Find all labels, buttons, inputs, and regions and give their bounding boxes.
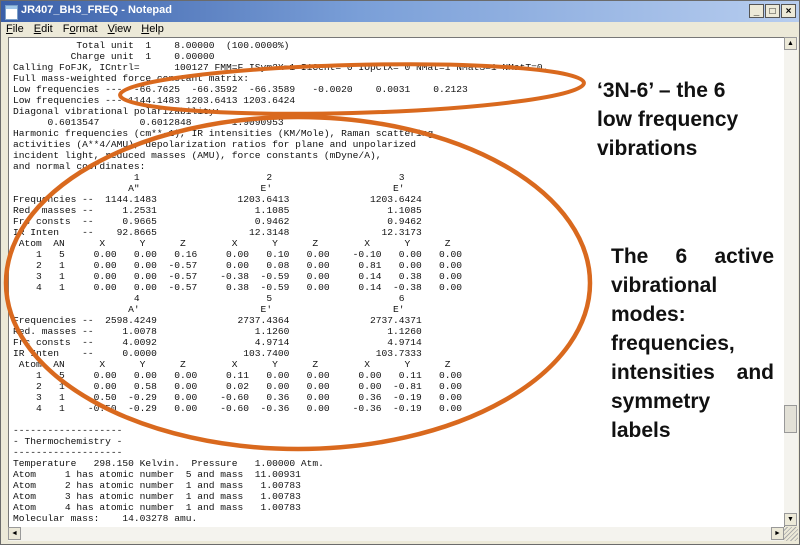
menu-format-pre: F	[62, 23, 70, 35]
menu-edit-label: dit	[41, 23, 53, 35]
callout-line: ‘3N-6’ – the 6	[597, 79, 726, 102]
text-line	[13, 414, 548, 425]
callout-low-frequency: ‘3N-6’ – the 6 low frequency vibrations	[597, 76, 738, 163]
callout-line: vibrations	[597, 137, 698, 160]
text-line: Atom AN X Y Z X Y Z X Y Z	[13, 359, 451, 370]
menu-help[interactable]: Help	[136, 22, 169, 38]
text-line: 2 1 0.00 0.58 0.00 0.02 0.00 0.00 0.00 -…	[13, 381, 463, 392]
text-line: 3 1 0.50 -0.29 0.00 -0.60 0.36 0.00 0.36…	[13, 392, 463, 403]
text-line: IR Inten -- 92.8665 12.3148 12.3173	[13, 227, 422, 238]
text-line: 4 5 6	[13, 293, 405, 304]
text-line: and normal coordinates:	[13, 161, 146, 172]
minimize-button[interactable]: _	[749, 4, 764, 18]
menu-bar: File Edit Format View Help	[1, 22, 799, 38]
menu-edit[interactable]: Edit	[29, 22, 58, 38]
menu-format-label: rmat	[75, 23, 98, 35]
text-line: -------------------	[13, 425, 123, 436]
title-bar[interactable]: JR407_BH3_FREQ - Notepad _ □ ×	[1, 1, 799, 22]
text-line: - Thermochemistry -	[13, 436, 123, 447]
text-line: 1 2 3	[13, 172, 405, 183]
text-line: 1 5 0.00 0.00 0.16 0.00 0.10 0.00 -0.10 …	[13, 249, 463, 260]
text-line: 4 1 -0.50 -0.29 0.00 -0.60 -0.36 0.00 -0…	[13, 403, 463, 414]
callout-line: labels	[611, 419, 671, 442]
menu-file[interactable]: File	[1, 22, 29, 38]
text-line: Atom 2 has atomic number 1 and mass 1.00…	[13, 480, 301, 491]
text-line: Temperature 298.150 Kelvin. Pressure 1.0…	[13, 458, 324, 469]
editor-text: Total unit 1 8.00000 (100.0000%) Charge …	[13, 40, 548, 524]
menu-help-label: elp	[149, 23, 164, 35]
text-line: 4 1 0.00 0.00 -0.57 0.38 -0.59 0.00 0.14…	[13, 282, 463, 293]
text-line: Frc consts -- 0.9665 0.9462 0.9462	[13, 216, 422, 227]
text-line: 2 1 0.00 0.00 -0.57 0.00 0.08 0.00 0.81 …	[13, 260, 463, 271]
text-line: Total unit 1 8.00000 (100.0000%)	[13, 40, 290, 51]
text-line: Harmonic frequencies (cm**-1), IR intens…	[13, 128, 434, 139]
callout-active-modes: The 6 active vibrational modes: frequenc…	[611, 242, 774, 445]
menu-file-key: F	[6, 23, 13, 35]
horizontal-scrollbar[interactable]: ◄ ►	[8, 527, 784, 541]
scroll-up-button[interactable]: ▲	[784, 37, 797, 50]
text-line: Atom 3 has atomic number 1 and mass 1.00…	[13, 491, 301, 502]
text-line: Frequencies -- 1144.1483 1203.6413 1203.…	[13, 194, 422, 205]
maximize-button[interactable]: □	[765, 4, 780, 18]
text-line: Red. masses -- 1.0078 1.1260 1.1260	[13, 326, 422, 337]
menu-file-label: ile	[12, 23, 24, 35]
scroll-thumb[interactable]	[784, 405, 797, 433]
text-line: Atom 4 has atomic number 1 and mass 1.00…	[13, 502, 301, 513]
text-line: 1 5 0.00 0.00 0.00 0.11 0.00 0.00 0.00 0…	[13, 370, 463, 381]
text-line: Full mass-weighted force constant matrix…	[13, 73, 250, 84]
text-line: IR Inten -- 0.0000 103.7400 103.7333	[13, 348, 422, 359]
text-line: 0.6013547 0.6012848 1.9090953	[13, 117, 284, 128]
text-line: Molecular mass: 14.03278 amu.	[13, 513, 198, 524]
notepad-icon	[5, 5, 18, 20]
menu-view-key: V	[107, 23, 115, 35]
text-line: -------------------	[13, 447, 123, 458]
text-line: Diagonal vibrational polarizability:	[13, 106, 221, 117]
callout-line: intensities and	[611, 361, 774, 384]
text-line: Frc consts -- 4.0092 4.9714 4.9714	[13, 337, 422, 348]
menu-view[interactable]: View	[103, 22, 137, 38]
text-line: A' E' E'	[13, 304, 405, 315]
text-line: Atom AN X Y Z X Y Z X Y Z	[13, 238, 451, 249]
scroll-right-button[interactable]: ►	[771, 527, 784, 540]
menu-format-key: o	[69, 23, 76, 35]
text-line: A" E' E'	[13, 183, 405, 194]
text-line: Calling FoFJK, ICntrl= 100127 FMM=F ISym…	[13, 62, 549, 73]
menu-view-label: iew	[114, 23, 132, 35]
window-title: JR407_BH3_FREQ - Notepad	[21, 4, 172, 16]
menu-format[interactable]: Format	[58, 22, 103, 38]
callout-line: symmetry	[611, 390, 711, 413]
menu-help-key: H	[141, 23, 150, 35]
close-button[interactable]: ×	[781, 4, 796, 18]
text-line: 3 1 0.00 0.00 -0.57 -0.38 -0.59 0.00 0.1…	[13, 271, 463, 282]
text-line: Charge unit 1 0.00000	[13, 51, 215, 62]
text-line: Frequencies -- 2598.4249 2737.4364 2737.…	[13, 315, 422, 326]
vertical-scrollbar[interactable]: ▲ ▼	[784, 37, 798, 526]
scroll-left-button[interactable]: ◄	[8, 527, 21, 540]
menu-edit-key: E	[33, 23, 42, 35]
text-line: Red. masses -- 1.2531 1.1085 1.1085	[13, 205, 422, 216]
callout-line: The 6 active	[611, 245, 774, 268]
text-line: activities (A**4/AMU), depolarization ra…	[13, 139, 417, 150]
resize-grip[interactable]	[784, 527, 798, 541]
callout-line: low frequency	[597, 108, 739, 131]
text-line: Low frequencies --- 1144.1483 1203.6413 …	[13, 95, 296, 106]
scroll-down-button[interactable]: ▼	[784, 513, 797, 526]
callout-line: frequencies,	[611, 332, 735, 355]
callout-line: vibrational	[611, 274, 718, 297]
callout-line: modes:	[611, 303, 686, 326]
text-line: Low frequencies --- -66.7625 -66.3592 -6…	[13, 84, 468, 95]
text-line: Atom 1 has atomic number 5 and mass 11.0…	[13, 469, 301, 480]
text-line: incident light, reduced masses (AMU), fo…	[13, 150, 382, 161]
